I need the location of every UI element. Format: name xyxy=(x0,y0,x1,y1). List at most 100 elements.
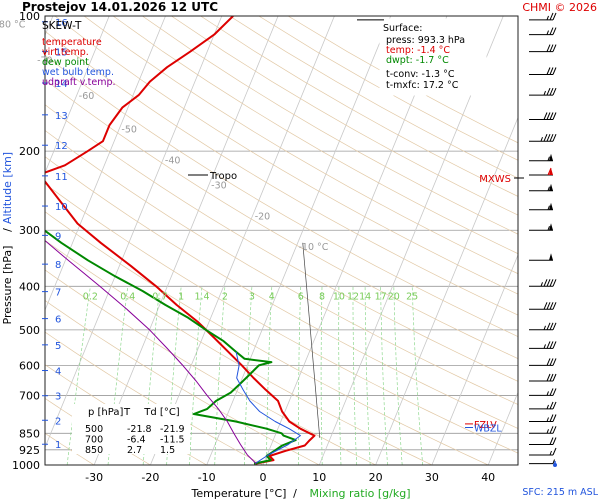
isotherm-label: -60 xyxy=(79,91,95,102)
mixing-ratio-line xyxy=(338,286,342,465)
surface-box xyxy=(379,18,487,96)
dry-adiabat-line xyxy=(171,16,518,216)
wind-barb-flag xyxy=(549,223,553,231)
surface-press: press: 993.3 hPa xyxy=(386,35,465,46)
wind-barb xyxy=(529,153,553,162)
legend-entry: dew point xyxy=(42,57,89,68)
sfc-label: SFC: 215 m ASL xyxy=(522,487,598,498)
wind-barb-full xyxy=(546,322,551,330)
data-table-bg xyxy=(72,404,190,454)
wind-barb-half xyxy=(546,30,549,35)
legend-entry: temperature xyxy=(42,37,102,48)
wind-barb-full xyxy=(543,279,548,287)
y-axis-label-altitude: Altitude [km] xyxy=(1,152,14,224)
isotherm-label: -80 °C xyxy=(0,20,26,31)
mixing-ratio-line xyxy=(298,286,302,465)
chart-title: Prostejov 14.01.2026 12 UTC xyxy=(22,0,218,14)
wind-barb xyxy=(529,44,557,53)
wind-barb-full xyxy=(543,112,548,120)
wind-barb-full xyxy=(552,437,557,445)
wind-barb xyxy=(529,279,557,287)
isotherm-line xyxy=(150,16,335,465)
wind-barb-full xyxy=(549,134,554,142)
temperature-tick-label: -10 xyxy=(198,471,216,484)
surface-title: Surface: xyxy=(383,23,422,34)
table-cell: -6.4 xyxy=(127,435,146,446)
wind-barb-full xyxy=(549,44,554,52)
wind-barb-full xyxy=(552,341,557,349)
wind-barb xyxy=(529,302,557,310)
wind-barb-full xyxy=(549,414,554,422)
dry-adiabat-line xyxy=(45,239,433,465)
altitude-tick-label: 16 xyxy=(55,18,68,29)
dry-adiabat-line xyxy=(45,269,376,465)
wind-barb-full xyxy=(547,167,552,176)
wind-barb-full xyxy=(546,373,551,382)
wind-barb xyxy=(529,437,557,445)
wind-barb-full xyxy=(552,426,557,434)
y-axis-separator: / xyxy=(1,228,14,232)
surface-tconv: t-conv: -1.3 °C xyxy=(386,69,455,80)
sfc-dot xyxy=(553,463,557,467)
wind-barb-full xyxy=(549,388,554,396)
wind-barb-full xyxy=(552,87,557,96)
isotherm-label: -50 xyxy=(121,124,137,135)
chart-series xyxy=(45,16,321,465)
mixing-ratio-line xyxy=(364,286,371,465)
mixing-ratio-label: 3 xyxy=(249,291,255,302)
altitude-tick-label: 6 xyxy=(55,315,61,326)
dry-adiabat-line xyxy=(112,16,518,255)
wind-barb-full xyxy=(552,134,557,142)
mixing-ratio-label: 6 xyxy=(298,291,304,302)
isotherm-label: -30 xyxy=(211,180,227,191)
wind-barb-full xyxy=(552,373,557,382)
temperature-tick-label: -30 xyxy=(85,471,103,484)
isotherm-line xyxy=(375,116,518,465)
wind-barb-full xyxy=(549,12,554,21)
wind-barb-full xyxy=(552,112,557,120)
table-cell: 700 xyxy=(85,435,103,446)
mixing-ratio-line xyxy=(189,286,203,465)
wind-barb xyxy=(529,12,557,21)
wind-barb xyxy=(529,322,557,331)
wind-barb xyxy=(529,202,553,211)
wind-barb xyxy=(529,253,553,261)
dry-adiabat-line xyxy=(45,156,518,429)
altitude-tick-label: 5 xyxy=(55,341,61,352)
mixing-ratio-label: 25 xyxy=(406,291,418,302)
temperature-tick-label: 0 xyxy=(260,471,267,484)
wind-barb xyxy=(529,414,557,422)
x-axis-label: Temperature [°C] xyxy=(191,487,287,500)
mixing-ratio-label: 0.2 xyxy=(83,291,98,302)
wind-barb-full xyxy=(552,388,557,396)
level-label: FZLV xyxy=(474,420,497,431)
isotherm-line xyxy=(45,16,223,449)
wind-barb-half xyxy=(547,156,550,161)
wind-barb xyxy=(529,183,553,192)
mixing-ratio-label: 1 xyxy=(178,291,184,302)
wind-barb xyxy=(529,134,557,142)
mixing-ratio-line xyxy=(380,286,388,465)
mixing-ratio-label: 14 xyxy=(359,291,371,302)
wind-barb xyxy=(529,27,557,36)
wind-barb-full xyxy=(552,67,557,75)
mixing-ratio-label: 20 xyxy=(388,291,400,302)
wind-barb-full xyxy=(552,279,557,287)
wind-barb-full xyxy=(546,112,551,120)
wind-barb-full xyxy=(549,437,554,445)
temperature-tick-label: -20 xyxy=(141,471,159,484)
wind-barb-half xyxy=(543,90,546,96)
wind-barb-full xyxy=(549,27,554,35)
altitude-tick-label: 2 xyxy=(55,416,61,427)
dry-adiabat-line xyxy=(45,300,320,465)
wind-barb-flag xyxy=(549,153,553,161)
reference-line xyxy=(302,242,321,438)
wind-barb-half xyxy=(546,15,549,21)
surface-temp: temp: -1.4 °C xyxy=(386,45,450,56)
pressure-tick-label: 600 xyxy=(19,359,40,372)
wind-barb-full xyxy=(552,401,557,410)
mixing-ratio-line xyxy=(393,286,403,465)
wind-barb-half xyxy=(543,325,546,330)
table-cell: -21.9 xyxy=(160,424,185,435)
table-cell: -21.8 xyxy=(127,424,152,435)
